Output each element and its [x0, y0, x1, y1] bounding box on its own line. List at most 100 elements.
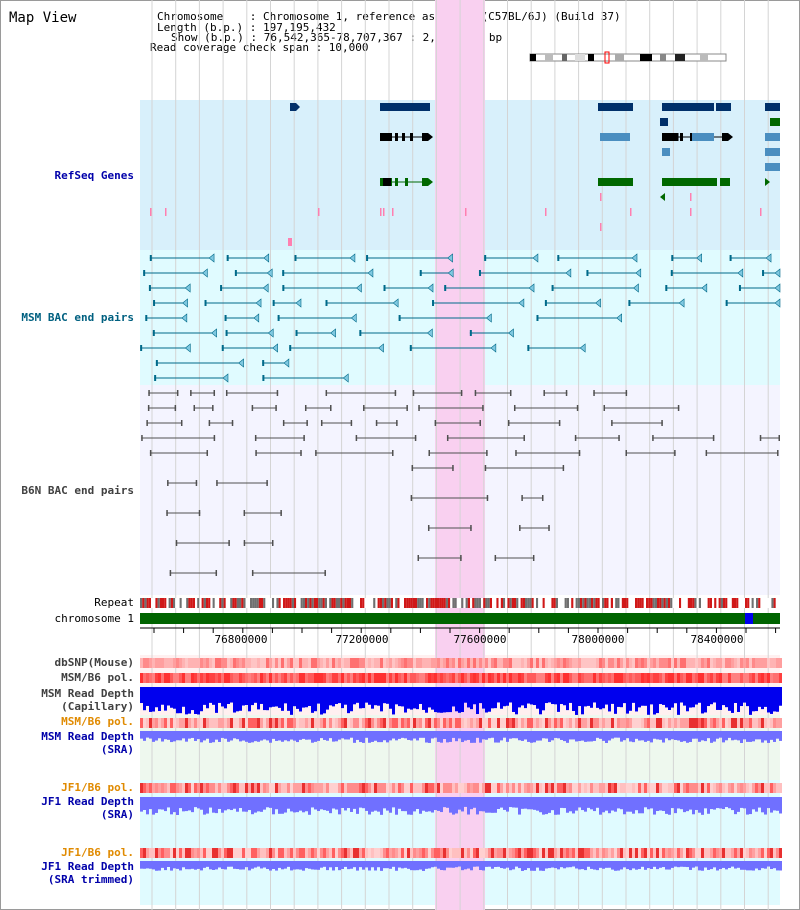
msm-sra-depth-bar: [449, 731, 452, 742]
msm-sra-pol-cell: [587, 718, 590, 728]
bac-end: [565, 390, 568, 396]
msm-sra-depth-bar: [524, 731, 527, 740]
jf1-trimmed-depth-bar: [206, 861, 209, 867]
msm-sra-depth-bar: [257, 731, 260, 742]
msm-sra-depth-bar: [554, 731, 557, 738]
repeat-segment: [228, 598, 231, 608]
jf1-depth-bar: [572, 797, 575, 814]
jf1-trimmed-depth-bar: [233, 861, 236, 869]
refseq-genes-label[interactable]: RefSeq Genes: [54, 169, 134, 182]
jf1-pol2-cell: [545, 848, 548, 858]
repeat-segment: [419, 598, 422, 608]
jf1-read-depth-2-label[interactable]: JF1 Read Depth: [41, 860, 134, 873]
msm-read-depth-sra-label[interactable]: MSM Read Depth: [41, 730, 134, 743]
dbsnp-label[interactable]: dbSNP(Mouse): [54, 656, 134, 669]
repeat-segment: [456, 598, 459, 608]
jf1-trimmed-depth-bar: [155, 861, 158, 871]
jf1-trimmed-depth-bar: [707, 861, 710, 870]
msm-pol-cell: [338, 673, 341, 683]
msm-sra-depth-bar: [401, 731, 404, 738]
msm-pol-cell: [674, 673, 677, 683]
msm-pol-cell: [560, 673, 563, 683]
msm-sra-pol-cell: [239, 718, 242, 728]
jf1-pol-cell: [206, 783, 209, 793]
repeat-segment: [635, 598, 638, 608]
jf1-pol2-cell: [512, 848, 515, 858]
msm-depth-bar: [617, 687, 620, 707]
jf1-trimmed-depth-bar: [650, 861, 653, 870]
msm-read-depth-label[interactable]: MSM Read Depth: [41, 687, 134, 700]
jf1-trimmed-depth-bar: [440, 861, 443, 871]
repeat-segment: [503, 598, 506, 608]
jf1-read-depth-label[interactable]: JF1 Read Depth: [41, 795, 134, 808]
msm-pol-cell: [743, 673, 746, 683]
msm-pol-cell: [473, 673, 476, 683]
gene-arrow: [428, 178, 433, 186]
jf1-pol-cell: [728, 783, 731, 793]
jf1-pol-cell: [245, 783, 248, 793]
b6n-bac-label[interactable]: B6N BAC end pairs: [21, 484, 134, 497]
msm-sra-pol-cell: [683, 718, 686, 728]
chromosome-label: chromosome 1: [54, 612, 134, 625]
msm-sra-pol-cell: [776, 718, 779, 728]
repeat-segment: [410, 598, 413, 608]
repeat-segment: [232, 598, 235, 608]
dbsnp-cell: [215, 658, 218, 668]
dbsnp-cell: [587, 658, 590, 668]
msm-sra-pol-cell: [440, 718, 443, 728]
jf1-pol-cell: [263, 783, 266, 793]
jf1-pol2-cell: [299, 848, 302, 858]
bac-end: [509, 390, 512, 396]
dbsnp-cell: [617, 658, 620, 668]
refseq-tick: [150, 208, 152, 216]
jf1-depth-bar: [209, 797, 212, 808]
msm-b6-pol-label[interactable]: MSM/B6 pol.: [61, 671, 134, 684]
jf1-trimmed-depth-bar: [557, 861, 560, 870]
jf1-b6-pol-label[interactable]: JF1/B6 pol.: [61, 781, 134, 794]
msm-sra-pol-cell: [389, 718, 392, 728]
repeat-segment: [604, 598, 607, 608]
dbsnp-cell: [293, 658, 296, 668]
jf1-pol-cell: [143, 783, 146, 793]
refseq-tick: [600, 223, 602, 231]
jf1-pol2-cell: [557, 848, 560, 858]
repeat-segment: [685, 598, 688, 608]
msm-sra-depth-bar: [491, 731, 494, 738]
msm-pol-cell: [203, 673, 206, 683]
jf1-depth-bar: [266, 797, 269, 808]
msm-sra-pol-cell: [665, 718, 668, 728]
msm-pol-cell: [446, 673, 449, 683]
jf1-pol-cell: [320, 783, 323, 793]
msm-pol-cell: [461, 673, 464, 683]
msm-pol-cell: [296, 673, 299, 683]
jf1-trimmed-depth-bar: [431, 861, 434, 868]
bac-end-arrow: [595, 298, 601, 308]
jf1-b6-pol-2-label[interactable]: JF1/B6 pol.: [61, 846, 134, 859]
repeat-segment: [360, 598, 363, 608]
repeat-segment: [353, 598, 356, 608]
msm-sra-depth-bar: [557, 731, 560, 739]
msm-depth-bar: [548, 687, 551, 703]
msm-pol-cell: [626, 673, 629, 683]
msm-depth-bar: [629, 687, 632, 711]
jf1-pol2-cell: [362, 848, 365, 858]
msm-b6-pol-sra-label[interactable]: MSM/B6 pol.: [61, 715, 134, 728]
jf1-pol-cell: [212, 783, 215, 793]
msm-sra-depth-bar: [350, 731, 353, 738]
jf1-pol-cell: [539, 783, 542, 793]
repeat-segment: [307, 598, 310, 608]
msm-bac-label[interactable]: MSM BAC end pairs: [21, 311, 134, 324]
repeat-segment: [146, 598, 149, 608]
jf1-trimmed-depth-bar: [500, 861, 503, 869]
refseq-tick: [630, 208, 632, 216]
jf1-depth-bar: [647, 797, 650, 810]
msm-sra-pol-cell: [521, 718, 524, 728]
msm-depth-bar: [566, 687, 569, 711]
gene-block: [660, 118, 668, 126]
dbsnp-cell: [680, 658, 683, 668]
jf1-pol2-cell: [383, 848, 386, 858]
jf1-depth-bar: [401, 797, 404, 812]
jf1-depth-bar: [365, 797, 368, 811]
msm-pol-cell: [608, 673, 611, 683]
